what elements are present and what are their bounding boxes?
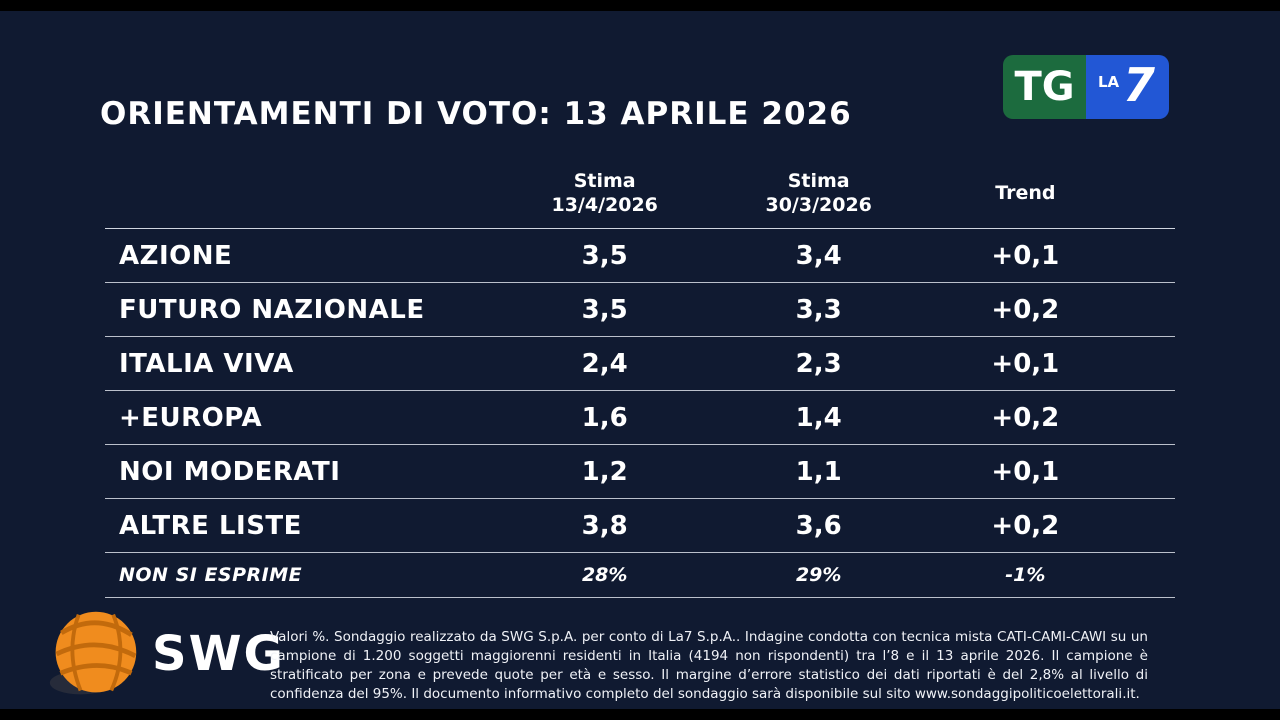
trend-value: +0,2 [991,510,1060,541]
party-name: NON SI ESPRIME [119,564,303,586]
la7-logo-seven: 7 [1122,58,1155,112]
swg-logo: SWG [46,606,285,702]
tg-la7-logo: TG LA 7 [1003,55,1169,119]
trend-value: +0,2 [991,402,1060,433]
trend-value: +0,1 [991,240,1060,271]
estimate-previous: 1,4 [795,402,842,433]
estimate-current: 1,6 [581,402,628,433]
header-previous-line2: 30/3/2026 [765,194,872,216]
party-name: ALTRE LISTE [119,510,302,541]
table-header-row: Stima 13/4/2026 Stima 30/3/2026 Trend [105,160,1175,229]
header-trend: Trend [995,182,1056,205]
table-row: ITALIA VIVA 2,4 2,3 +0,1 [105,337,1175,391]
estimate-current: 3,5 [581,240,628,271]
estimate-current: 3,5 [581,294,628,325]
letterbox-bottom [0,709,1280,720]
swg-logo-text: SWG [152,626,285,682]
estimate-previous: 2,3 [795,348,842,379]
header-previous-line1: Stima [787,170,850,193]
table-row: NOI MODERATI 1,2 1,1 +0,1 [105,445,1175,499]
la7-logo-la: LA [1098,73,1120,91]
tg-logo: TG [1003,55,1086,119]
estimate-current: 3,8 [581,510,628,541]
letterbox-top [0,0,1280,11]
trend-value: +0,2 [991,294,1060,325]
estimate-previous: 3,6 [795,510,842,541]
trend-value: +0,1 [991,456,1060,487]
estimate-current: 1,2 [581,456,628,487]
party-name: FUTURO NAZIONALE [119,294,425,325]
header-estimate-current: Stima 13/4/2026 [498,170,712,218]
estimate-previous: 3,4 [795,240,842,271]
header-current-line2: 13/4/2026 [551,194,658,216]
trend-value: +0,1 [991,348,1060,379]
methodology-disclaimer: Valori %. Sondaggio realizzato da SWG S.… [270,629,1148,703]
estimate-current: 2,4 [581,348,628,379]
table-row: ALTRE LISTE 3,8 3,6 +0,2 [105,499,1175,553]
header-estimate-previous: Stima 30/3/2026 [712,170,926,218]
estimate-previous: 1,1 [795,456,842,487]
trend-value: -1% [1005,564,1046,586]
table-row-undecided: NON SI ESPRIME 28% 29% -1% [105,553,1175,598]
poll-table: Stima 13/4/2026 Stima 30/3/2026 Trend AZ… [105,160,1175,598]
table-row: AZIONE 3,5 3,4 +0,1 [105,229,1175,283]
party-name: AZIONE [119,240,233,271]
la7-logo: LA 7 [1086,55,1169,119]
estimate-previous: 29% [795,564,842,586]
party-name: ITALIA VIVA [119,348,294,379]
party-name: NOI MODERATI [119,456,341,487]
page-title: ORIENTAMENTI DI VOTO: 13 APRILE 2026 [100,96,852,132]
estimate-current: 28% [581,564,628,586]
estimate-previous: 3,3 [795,294,842,325]
party-name: +EUROPA [119,402,263,433]
table-row: +EUROPA 1,6 1,4 +0,2 [105,391,1175,445]
header-current-line1: Stima [573,170,636,193]
table-row: FUTURO NAZIONALE 3,5 3,3 +0,2 [105,283,1175,337]
swg-globe-icon [49,611,137,695]
